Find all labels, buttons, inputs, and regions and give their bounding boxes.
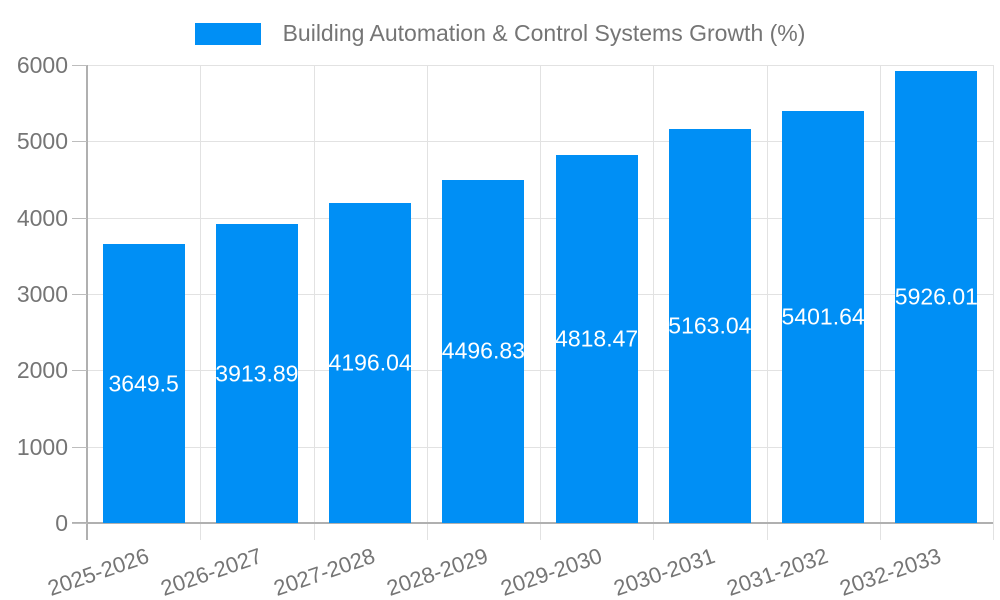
bar-value-label: 5401.64	[781, 303, 865, 330]
y-axis-tick	[72, 217, 87, 219]
x-gridline	[313, 65, 315, 540]
legend-swatch	[194, 22, 261, 45]
bar	[442, 179, 525, 523]
y-axis-label: 1000	[16, 433, 68, 460]
x-gridline	[993, 65, 994, 540]
y-axis-tick	[72, 370, 87, 372]
bar	[329, 202, 412, 523]
x-gridline	[540, 65, 541, 540]
y-axis-tick	[72, 523, 87, 524]
y-axis-line	[86, 65, 88, 540]
x-gridline	[426, 65, 428, 540]
y-axis-label: 4000	[16, 204, 68, 231]
bar-value-label: 4818.47	[555, 325, 639, 352]
bar-value-label: 4496.83	[441, 337, 525, 364]
bar	[895, 70, 978, 523]
bar	[668, 128, 751, 523]
bar-value-label: 3649.5	[108, 370, 179, 397]
bar-value-label: 5926.01	[894, 283, 978, 310]
y-axis-tick	[72, 65, 87, 66]
y-axis-tick	[72, 141, 87, 143]
y-axis-label: 0	[55, 510, 68, 536]
y-axis-tick	[72, 294, 87, 295]
bar-value-label: 3913.89	[215, 360, 299, 387]
x-gridline	[200, 65, 202, 540]
y-axis-label: 5000	[16, 128, 68, 155]
x-gridline	[766, 65, 768, 540]
bar	[102, 244, 185, 523]
chart-title: Building Automation & Control Systems Gr…	[282, 20, 806, 46]
y-axis-label: 3000	[16, 281, 68, 307]
x-gridline	[879, 65, 881, 540]
y-axis-label: 6000	[16, 52, 68, 78]
bar	[215, 224, 298, 523]
x-gridline	[653, 65, 655, 540]
bar-value-label: 5163.04	[668, 312, 752, 339]
chart-legend: Building Automation & Control Systems Gr…	[0, 20, 1000, 47]
y-axis-label: 2000	[16, 357, 68, 384]
bar	[555, 155, 638, 523]
bar	[782, 110, 865, 523]
x-axis-line	[72, 522, 993, 524]
bar-value-label: 4196.04	[328, 349, 412, 376]
y-axis-tick	[72, 446, 87, 448]
